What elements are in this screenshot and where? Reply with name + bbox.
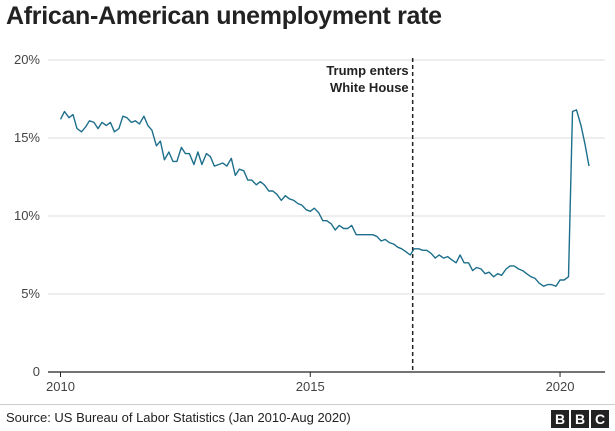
x-axis-ticks: 2010 2015 2020 xyxy=(46,372,575,394)
logo-letter: B xyxy=(571,410,589,428)
logo-letter: B xyxy=(551,410,569,428)
x-tick-label: 2010 xyxy=(46,379,75,394)
y-tick-label: 20% xyxy=(14,52,40,67)
y-tick-label: 5% xyxy=(21,286,40,301)
x-tick-label: 2015 xyxy=(296,379,325,394)
footer-divider xyxy=(0,404,615,405)
y-tick-label: 0 xyxy=(33,364,40,379)
logo-letter: C xyxy=(591,410,609,428)
source-note: Source: US Bureau of Labor Statistics (J… xyxy=(6,410,351,425)
chart-title: African-American unemployment rate xyxy=(6,2,442,30)
annotation-label-line-2: White House xyxy=(330,80,409,95)
x-tick-label: 2020 xyxy=(546,379,575,394)
y-tick-label: 15% xyxy=(14,130,40,145)
y-tick-label: 10% xyxy=(14,208,40,223)
bbc-logo: B B C xyxy=(551,410,609,428)
gridlines xyxy=(48,59,605,295)
y-axis-ticks: 0 5% 10% 15% 20% xyxy=(14,52,40,379)
annotation: Trump enters White House xyxy=(326,58,414,372)
annotation-label-line-1: Trump enters xyxy=(326,63,408,78)
series-line xyxy=(59,109,590,287)
